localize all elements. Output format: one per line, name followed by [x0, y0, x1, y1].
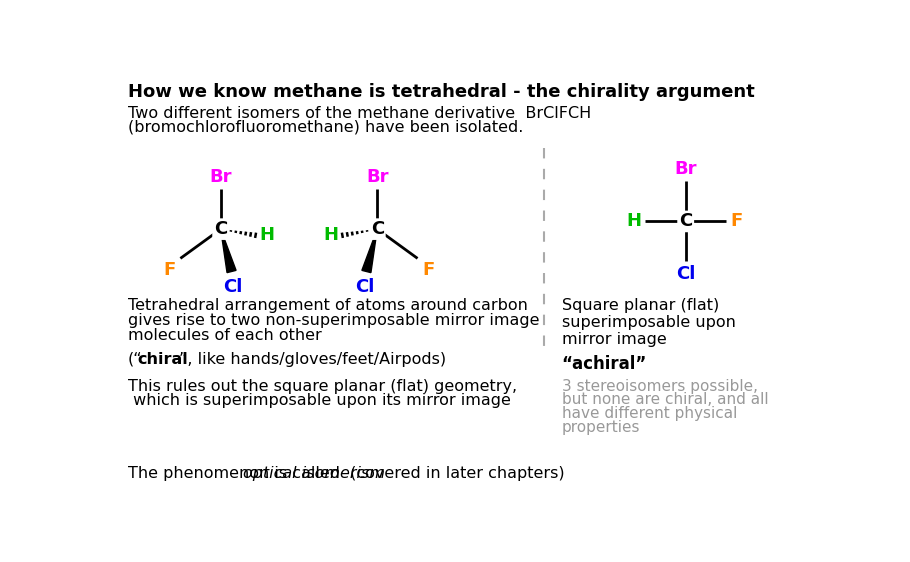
Text: Cl: Cl	[355, 278, 375, 296]
Text: How we know methane is tetrahedral - the chirality argument: How we know methane is tetrahedral - the…	[127, 83, 754, 101]
Text: (covered in later chapters): (covered in later chapters)	[345, 466, 564, 481]
Text: The phenomenon is called: The phenomenon is called	[127, 466, 345, 481]
Text: This rules out the square planar (flat) geometry,: This rules out the square planar (flat) …	[127, 379, 517, 393]
Text: (bromochlorofluoromethane) have been isolated.: (bromochlorofluoromethane) have been iso…	[127, 120, 523, 135]
Polygon shape	[221, 229, 236, 273]
Text: Tetrahedral arrangement of atoms around carbon: Tetrahedral arrangement of atoms around …	[127, 298, 528, 314]
Text: F: F	[730, 212, 743, 230]
Text: chiral: chiral	[137, 352, 187, 366]
Text: C: C	[679, 212, 693, 230]
Text: which is superimposable upon its mirror image: which is superimposable upon its mirror …	[127, 393, 511, 408]
Text: Cl: Cl	[224, 278, 243, 296]
Text: C: C	[370, 220, 384, 238]
Text: H: H	[323, 226, 339, 244]
Text: ”, like hands/gloves/feet/Airpods): ”, like hands/gloves/feet/Airpods)	[179, 352, 446, 366]
Text: H: H	[259, 226, 275, 244]
Text: Br: Br	[366, 168, 389, 186]
Text: Square planar (flat): Square planar (flat)	[561, 298, 719, 314]
Text: have different physical: have different physical	[561, 406, 737, 422]
Text: gives rise to two non-superimposable mirror image: gives rise to two non-superimposable mir…	[127, 313, 540, 328]
Text: molecules of each other: molecules of each other	[127, 328, 321, 343]
Text: H: H	[626, 212, 642, 230]
Text: F: F	[422, 261, 434, 279]
Text: Br: Br	[674, 160, 697, 178]
Text: “achiral”: “achiral”	[561, 355, 647, 373]
Polygon shape	[362, 229, 378, 273]
Text: but none are chiral, and all: but none are chiral, and all	[561, 392, 768, 407]
Text: Cl: Cl	[676, 265, 695, 283]
Text: Br: Br	[209, 168, 232, 186]
Text: (“: (“	[127, 352, 142, 366]
Text: F: F	[164, 261, 176, 279]
Text: 3 stereoisomers possible,: 3 stereoisomers possible,	[561, 379, 758, 393]
Text: mirror image: mirror image	[561, 332, 666, 347]
Text: properties: properties	[561, 420, 641, 435]
Text: C: C	[214, 220, 228, 238]
Text: optical isomerism: optical isomerism	[243, 466, 385, 481]
Text: Two different isomers of the methane derivative  BrClFCH: Two different isomers of the methane der…	[127, 106, 591, 121]
Text: superimposable upon: superimposable upon	[561, 315, 735, 330]
